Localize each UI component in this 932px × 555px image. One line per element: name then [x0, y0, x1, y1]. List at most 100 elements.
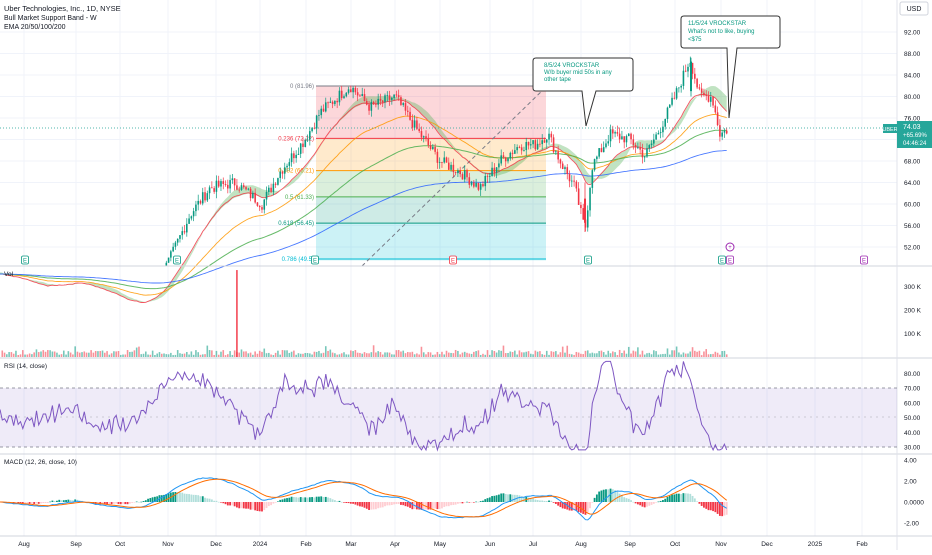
macd-histogram-bar	[721, 502, 724, 517]
price-tick-label: 56.00	[904, 223, 921, 230]
macd-histogram-bar	[450, 502, 452, 506]
volume-bar	[108, 354, 111, 357]
fib-retracement[interactable]: 0 (81.96) 0.236 (72.22) 0.382 (66.21) 0.5 (…	[278, 84, 546, 263]
candle-body	[211, 187, 213, 189]
trend-line[interactable]	[361, 86, 547, 267]
macd-histogram-bar	[176, 492, 179, 502]
volume-bar	[413, 354, 416, 357]
volume-bar	[584, 350, 587, 357]
macd-histogram-bar	[381, 502, 384, 508]
volume-bar	[217, 354, 220, 357]
candle-body	[539, 143, 541, 145]
price-tick-label: 68.00	[904, 159, 921, 166]
volume-bar	[363, 352, 366, 357]
macd-histogram-bar	[306, 497, 309, 502]
candle-body	[313, 127, 316, 129]
candle-body	[331, 101, 334, 105]
currency-button[interactable]: USD	[899, 1, 929, 16]
time-axis[interactable]: Aug Sep Oct Nov Dec 2024 Feb Mar Apr May Jun Jul Aug…	[18, 541, 868, 548]
macd-histogram-bar	[65, 499, 67, 502]
candle-body	[671, 97, 673, 105]
fib-zone	[316, 138, 546, 171]
macd-histogram-bar	[101, 502, 104, 504]
candle-body	[452, 164, 455, 173]
macd-histogram-bar	[545, 501, 548, 502]
alert-marker[interactable]: +	[725, 242, 735, 252]
ema-line	[0, 94, 728, 303]
volume-bar	[197, 352, 199, 357]
candle-body	[181, 231, 184, 236]
volume-bar	[85, 352, 88, 357]
candle-body	[646, 148, 648, 157]
price-tick-label: 60.00	[904, 202, 921, 209]
macd-histogram-bar	[197, 495, 200, 502]
candle-body	[477, 182, 480, 190]
volume-bar	[646, 353, 648, 357]
symbol-title[interactable]: Uber Technologies, Inc., 1D, NYSE	[4, 4, 121, 13]
candle-body	[696, 78, 698, 88]
macd-histogram-bar	[386, 502, 389, 506]
volume-bar	[557, 354, 559, 357]
candle-body	[498, 163, 500, 168]
candle-body	[627, 133, 630, 137]
macd-histogram-bar	[324, 496, 327, 502]
candle-body	[482, 184, 484, 187]
volume-bar	[309, 353, 311, 357]
indicator-support-band[interactable]: Bull Market Support Band - W	[4, 15, 97, 22]
earnings-marker	[21, 255, 29, 265]
macd-histogram-bar	[190, 494, 193, 502]
macd-histogram-bar	[618, 493, 621, 502]
price-tick-label: 88.00	[904, 51, 921, 58]
fib-level-label: 0 (81.96)	[290, 84, 314, 90]
candle-body	[336, 100, 338, 103]
annotation-callout-1[interactable]: 8/5/24 VROCKSTAR W/b buyer mid 50s in an…	[532, 57, 634, 127]
volume-bar	[438, 354, 441, 357]
candle-body	[297, 153, 300, 155]
volume-bar	[643, 354, 646, 357]
candle-body	[580, 204, 582, 209]
volume-bar	[534, 350, 537, 357]
earnings-marker-label: E	[313, 259, 317, 265]
candle-body	[247, 188, 250, 190]
candle-body	[406, 110, 409, 112]
candle-body	[322, 108, 325, 112]
earnings-marker-label: E	[720, 259, 724, 265]
volume-bar	[361, 353, 364, 357]
candle-body	[591, 170, 594, 188]
indicator-ema[interactable]: EMA 20/50/100/200	[4, 24, 66, 31]
candle-body	[609, 129, 612, 142]
volume-bar	[571, 354, 573, 357]
volume-bar	[261, 351, 263, 357]
volume-bar	[204, 354, 206, 357]
candle-body	[714, 105, 717, 113]
volume-bar	[714, 351, 717, 357]
volume-bar	[375, 352, 377, 357]
bar-countdown: 04:46:24	[903, 141, 927, 147]
macd-histogram-bar	[714, 502, 717, 513]
volume-bar	[188, 354, 190, 357]
volume-bar	[206, 345, 209, 357]
volume-bar	[561, 346, 564, 357]
candle-body	[723, 130, 726, 133]
volume-bar	[90, 350, 92, 357]
volume-bar	[229, 351, 231, 357]
candle-body	[552, 137, 555, 153]
annotation-callout-2[interactable]: 11/5/24 VROCKSTAR What's not to like, bu…	[680, 15, 781, 119]
macd-histogram-bar	[605, 489, 607, 502]
volume-bar	[475, 351, 477, 357]
candle-body	[682, 70, 685, 86]
last-price-tag: UBER 74.03 +65.69% 04:46:24	[882, 121, 932, 148]
macd-histogram-bar	[336, 501, 339, 502]
macd-histogram-bar	[286, 498, 288, 502]
macd-histogram-bar	[390, 502, 393, 506]
macd-histogram-bar	[641, 502, 644, 507]
volume-bar	[386, 352, 389, 357]
volume-bar	[158, 352, 161, 357]
candle-body	[502, 155, 505, 158]
macd-histogram-bar	[404, 502, 407, 507]
volume-bar	[477, 350, 480, 357]
volume-bar	[94, 351, 97, 357]
volume-bar	[694, 350, 696, 357]
